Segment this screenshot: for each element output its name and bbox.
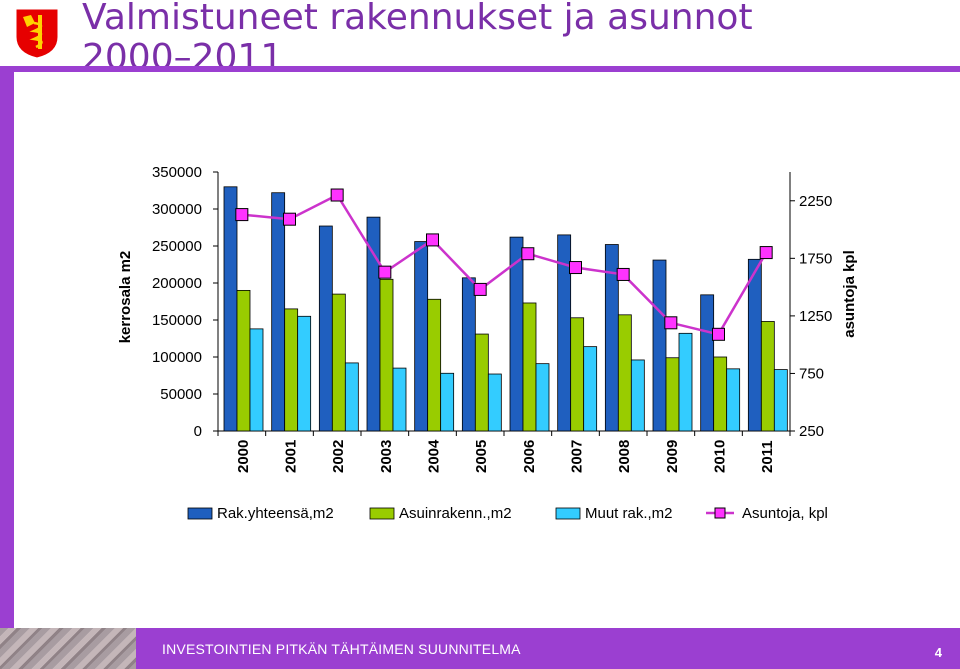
y2-tick-label: 750 <box>799 365 824 382</box>
bar-1 <box>522 302 537 432</box>
bar-1 <box>284 308 299 432</box>
bar-1 <box>474 333 489 432</box>
point-asuntoja <box>569 261 582 275</box>
y-tick-label: 250000 <box>152 238 202 255</box>
x-tick-label: 2001 <box>283 440 300 473</box>
y-tick-label: 100000 <box>152 349 202 366</box>
x-tick-label: 2004 <box>426 439 443 473</box>
y-tick-label: 150000 <box>152 312 202 329</box>
x-tick-label: 2000 <box>235 440 252 473</box>
legend-swatch <box>187 507 213 520</box>
x-tick-label: 2007 <box>569 440 586 473</box>
bar-2 <box>344 362 359 432</box>
bar-2 <box>487 373 502 432</box>
point-asuntoja <box>378 265 392 279</box>
footer-text: INVESTOINTIEN PITKÄN TÄHTÄIMEN SUUNNITEL… <box>162 641 521 657</box>
bar-1 <box>427 298 442 432</box>
legend-label: Muut rak.,m2 <box>585 505 673 522</box>
legend-swatch <box>555 507 581 520</box>
point-asuntoja <box>235 208 249 222</box>
bar-2 <box>726 368 741 432</box>
point-asuntoja <box>426 233 439 247</box>
point-asuntoja <box>712 327 725 341</box>
bar-1 <box>760 321 775 432</box>
bar-0 <box>652 259 667 432</box>
chart-area: 350000 300000 250000 200000 150000 100000 5000… <box>14 72 960 628</box>
slide-title-line1: Valmistuneet rakennukset ja asunnot <box>82 0 753 38</box>
bar-2 <box>678 332 693 432</box>
legend-swatch <box>369 507 395 520</box>
bar-2 <box>297 315 312 432</box>
legend-swatch-marker <box>714 507 726 519</box>
x-tick-label: 2008 <box>616 440 633 473</box>
bar-0 <box>271 192 286 432</box>
bar-1 <box>570 317 585 432</box>
legend-label: Asuinrakenn.,m2 <box>399 505 512 522</box>
x-tick-label: 2005 <box>473 440 490 473</box>
bar-1 <box>665 357 680 432</box>
bar-0 <box>223 186 238 432</box>
bar-2 <box>630 359 645 432</box>
bar-0 <box>414 241 429 432</box>
y-tick-label: 300000 <box>152 201 202 218</box>
point-asuntoja <box>283 212 296 226</box>
y2-tick-label: 250 <box>799 423 824 440</box>
y-tick-label: 0 <box>194 423 202 440</box>
y-tick-label: 50000 <box>160 386 202 403</box>
y-axis-title: kerrosala m2 <box>117 251 134 344</box>
x-tick-label: 2009 <box>664 440 681 473</box>
bar-0 <box>318 225 333 432</box>
x-tick-label: 2003 <box>378 440 395 473</box>
bar-0 <box>747 258 762 432</box>
bar-1 <box>713 356 728 432</box>
bar-2 <box>535 363 550 432</box>
bar-2 <box>249 328 264 432</box>
line-asuntoja <box>241 193 768 336</box>
bar-0 <box>461 277 476 432</box>
city-crest-icon <box>15 8 59 59</box>
point-asuntoja <box>521 247 535 261</box>
x-tick-label: 2006 <box>521 440 538 473</box>
point-asuntoja <box>330 188 344 202</box>
bar-0 <box>366 216 381 432</box>
legend-label: Asuntoja, kpl <box>742 505 828 522</box>
point-asuntoja <box>616 267 630 281</box>
slide-footer: INVESTOINTIEN PITKÄN TÄHTÄIMEN SUUNNITEL… <box>0 628 960 669</box>
y2-tick-label: 1250 <box>799 308 832 325</box>
bar-2 <box>583 346 598 432</box>
bar-1 <box>617 314 632 432</box>
point-asuntoja <box>759 246 773 260</box>
bar-1 <box>236 289 251 432</box>
y2-tick-label: 2250 <box>799 193 832 210</box>
y-tick-label: 200000 <box>152 275 202 292</box>
bar-0 <box>700 294 715 432</box>
y2-axis-title: asuntoja kpl <box>841 250 858 338</box>
point-asuntoja <box>473 282 487 296</box>
y-tick-label: 350000 <box>152 164 202 181</box>
bar-2 <box>392 367 407 432</box>
y2-tick-label: 1750 <box>799 250 832 267</box>
x-tick-label: 2011 <box>759 440 776 473</box>
bar-2 <box>773 369 788 432</box>
x-tick-label: 2002 <box>330 440 347 473</box>
point-asuntoja <box>664 316 678 330</box>
x-tick-label: 2010 <box>712 440 729 473</box>
slide-header: Valmistuneet rakennukset ja asunnot 2000… <box>0 0 960 78</box>
combo-chart: 350000 300000 250000 200000 150000 100000 5000… <box>117 164 858 522</box>
page-number: 4 <box>934 645 942 660</box>
footer-banknotes-image <box>0 628 136 669</box>
bar-2 <box>440 372 455 432</box>
bar-1 <box>379 278 394 432</box>
legend-label: Rak.yhteensä,m2 <box>217 505 334 522</box>
bar-1 <box>331 293 346 432</box>
